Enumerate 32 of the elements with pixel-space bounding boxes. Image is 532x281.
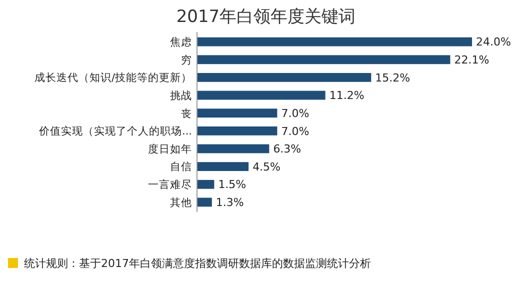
y-tick-label: 穷 (181, 53, 192, 66)
y-tick-label: 自信 (170, 161, 192, 174)
y-tick-label: 丧 (181, 106, 192, 120)
y-tick-label: 成长迭代（知识/技能等的更新） (34, 71, 192, 84)
data-label: 22.1% (454, 53, 490, 66)
y-tick-label: 挑战 (170, 90, 192, 102)
y-tick-label: 其他 (170, 196, 192, 209)
y-tick-label: 一言难尽 (148, 178, 192, 192)
bar (197, 126, 278, 136)
bar (197, 144, 270, 154)
data-label: 24.0% (476, 36, 511, 49)
data-label: 6.3% (273, 142, 302, 156)
y-tick-label: 焦虑 (170, 35, 192, 48)
bar (197, 90, 326, 100)
data-label: 7.0% (281, 124, 310, 138)
data-label: 4.5% (252, 160, 281, 174)
text: 统计规则：基于2017年白领满意度指数调研数据库的数据监测统计分析 (24, 256, 371, 270)
bar (197, 55, 450, 64)
bar (197, 198, 212, 207)
bar (197, 180, 214, 189)
y-tick-label: 度日如年 (148, 142, 192, 156)
data-label: 1.3% (216, 196, 244, 210)
chart-title: 2017年白领年度关键词 (176, 7, 356, 27)
bar (197, 72, 372, 82)
y-tick-label: 价值实现（实现了个人的职场... (38, 124, 192, 138)
data-label: 11.2% (329, 89, 364, 102)
data-label: 1.5% (218, 178, 246, 192)
bar (197, 162, 249, 172)
data-label: 7.0% (281, 106, 310, 120)
bar (197, 37, 472, 46)
bar (197, 108, 278, 118)
data-label: 15.2% (375, 71, 410, 84)
